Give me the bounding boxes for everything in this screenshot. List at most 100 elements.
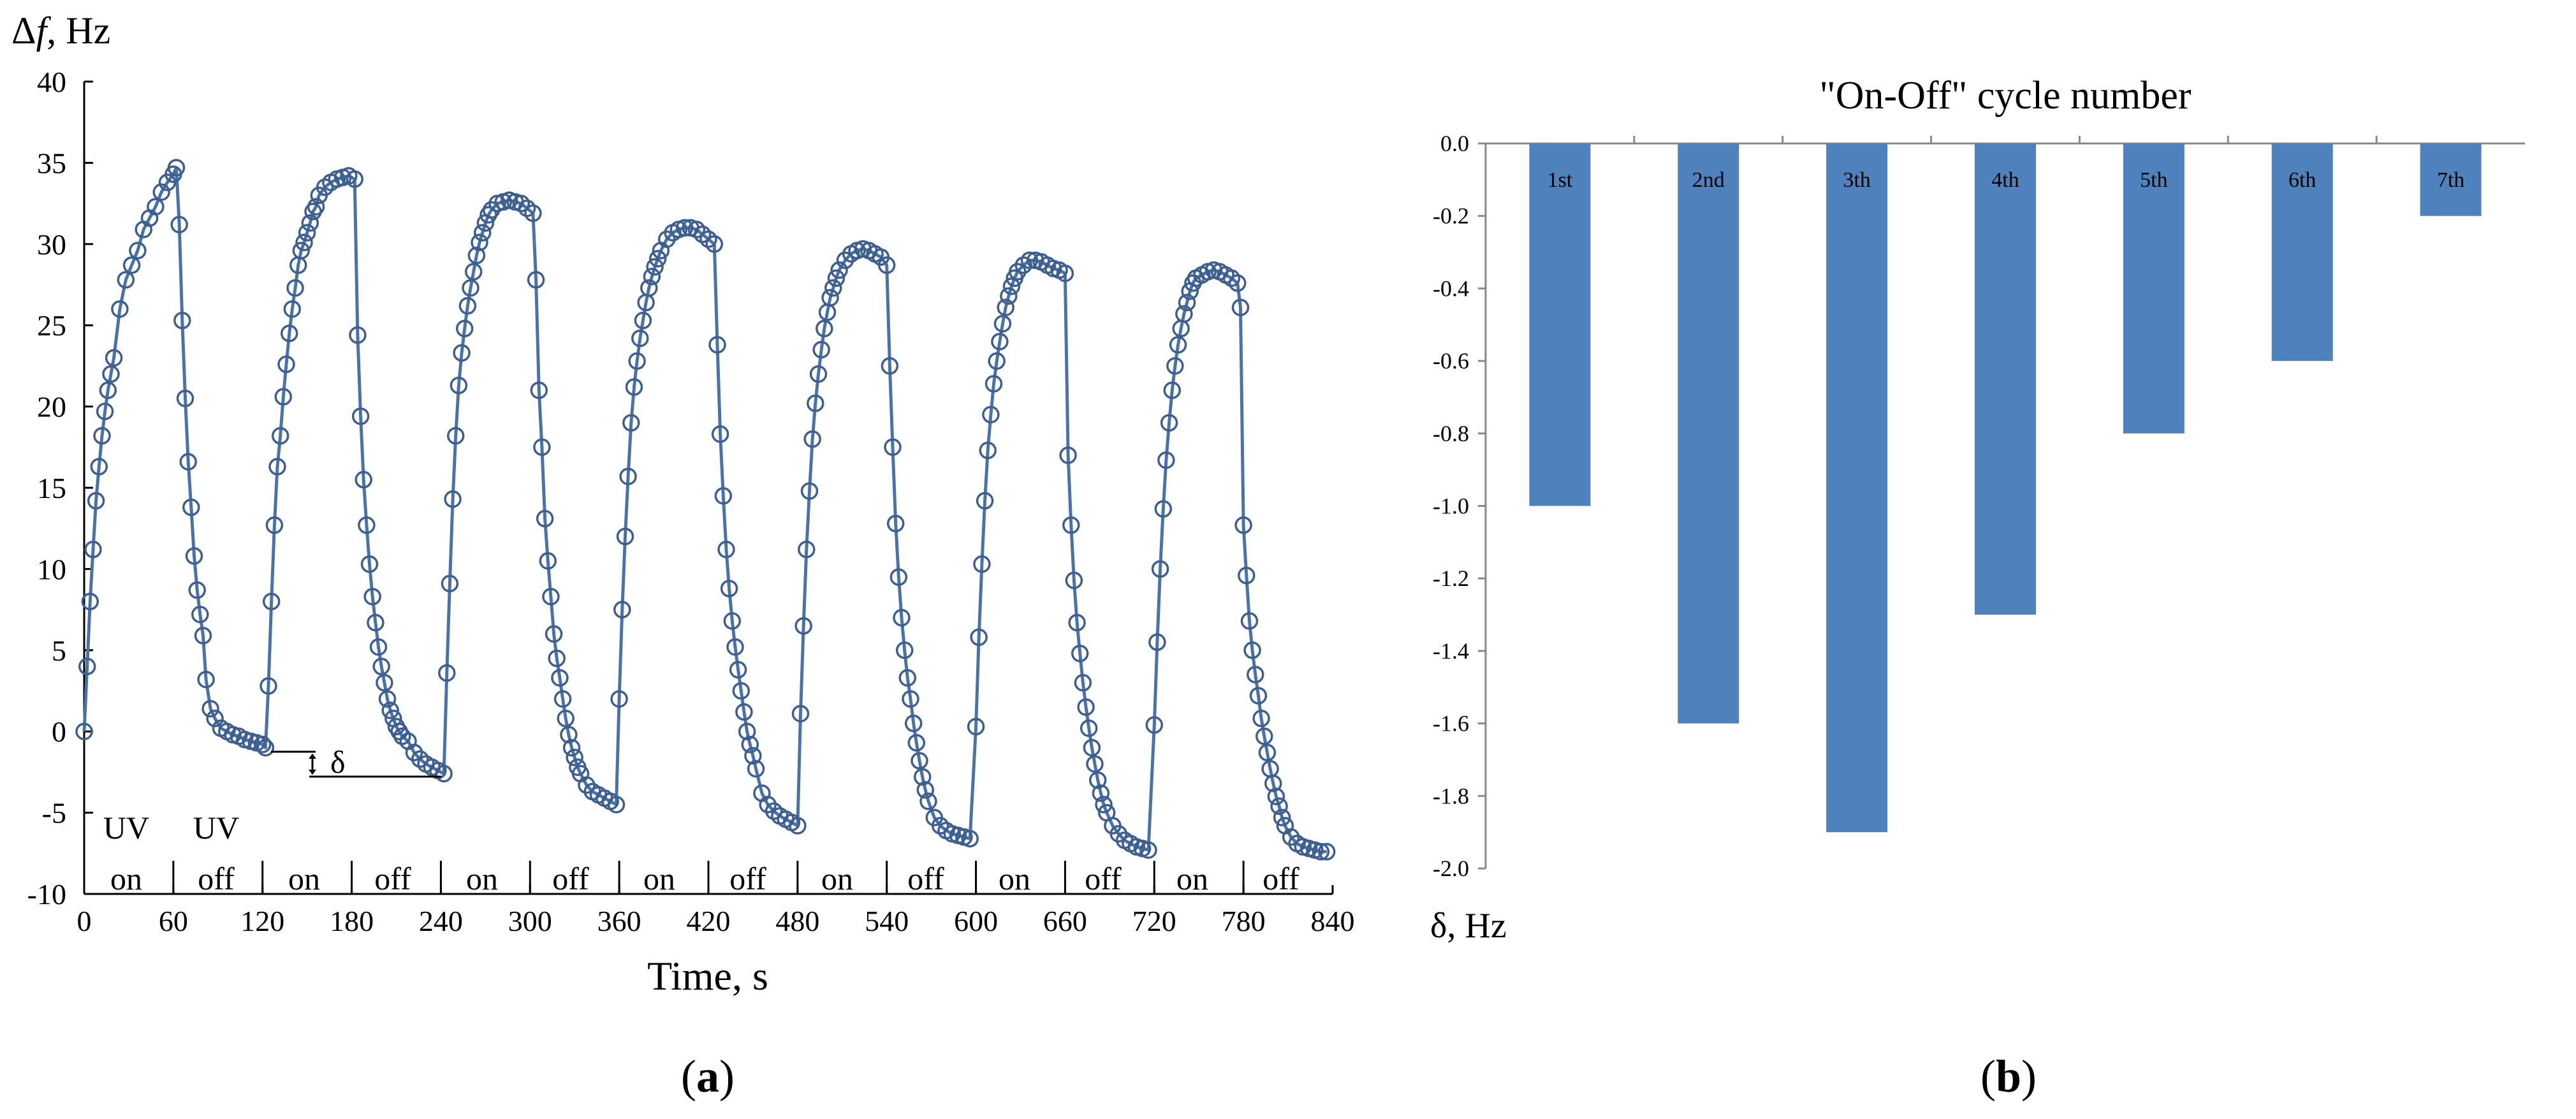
data-point	[1079, 719, 1098, 737]
state-label: off	[907, 861, 944, 896]
data-point	[518, 199, 536, 217]
data-point	[675, 219, 694, 237]
data-point	[301, 214, 319, 232]
data-point	[286, 279, 304, 297]
data-point	[812, 340, 830, 359]
data-point	[1238, 566, 1255, 585]
y-tick-label: -1.0	[1433, 494, 1469, 519]
data-point	[1077, 698, 1095, 716]
y-tick-label: -1.6	[1433, 711, 1469, 736]
data-point	[1068, 613, 1086, 632]
data-point	[1059, 446, 1077, 464]
x-tick-label: 300	[508, 905, 552, 937]
data-point	[1169, 336, 1187, 354]
x-tick-label: 120	[240, 905, 284, 937]
y-tick-label: -2.0	[1433, 856, 1469, 881]
data-point	[628, 352, 646, 370]
data-point	[1166, 357, 1184, 375]
panel-a-letter: (a)	[681, 1051, 735, 1102]
data-point	[729, 661, 747, 679]
panel-b-bar-chart: "On-Off" cycle number 0.0 -0.2 -0.4 -0.6 -0.…	[1430, 74, 2525, 1102]
data-point	[919, 793, 937, 810]
data-point	[913, 768, 932, 786]
data-point	[714, 486, 733, 505]
x-tick-label: 600	[954, 905, 998, 937]
data-point	[979, 441, 997, 460]
data-point	[1074, 674, 1092, 692]
data-point	[1178, 293, 1196, 312]
data-point	[634, 311, 652, 330]
data-point	[693, 225, 712, 244]
data-point	[152, 183, 170, 201]
panel-a-uv-dividers	[172, 861, 1245, 894]
y-tick-label: 5	[52, 634, 66, 667]
data-point	[800, 482, 819, 500]
data-point	[90, 458, 108, 476]
panel-b-y-axis-label: δ, Hz	[1430, 906, 1507, 946]
data-point	[530, 381, 548, 399]
data-point	[84, 541, 102, 559]
data-point	[1086, 755, 1104, 773]
data-point	[991, 332, 1009, 351]
data-point	[916, 781, 935, 799]
panel-a-x-axis-label: Time, s	[647, 953, 768, 998]
data-point	[260, 677, 277, 695]
y-tick-label: 35	[37, 147, 66, 179]
data-point	[889, 568, 908, 586]
panel-a-x-ticks: 0 60 120 180 240 300 360 420 480 540 600 660 720 780 8…	[77, 885, 1355, 937]
data-point	[1231, 298, 1250, 316]
data-point	[1145, 716, 1164, 734]
y-unit: , Hz	[47, 10, 110, 52]
data-point	[444, 490, 462, 508]
y-tick-label: 0	[52, 715, 66, 748]
data-point	[1252, 710, 1270, 728]
y-tick-label: -0.4	[1433, 275, 1469, 301]
y-tick-label: -1.8	[1433, 783, 1469, 808]
data-point	[117, 271, 135, 289]
data-point	[1175, 305, 1193, 323]
data-point	[75, 722, 93, 740]
data-point	[355, 471, 372, 489]
data-point	[450, 376, 468, 395]
data-point	[96, 402, 114, 420]
data-point	[179, 453, 197, 471]
data-point	[548, 649, 566, 668]
data-point	[253, 735, 272, 754]
data-point	[1312, 843, 1330, 861]
data-point	[111, 300, 129, 318]
panel-b-y-ticks: 0.0 -0.2 -0.4 -0.6 -0.8 -1.0 -1.2 -1.4 -1.6 -1.8 -…	[1433, 131, 1486, 881]
data-point	[185, 547, 203, 565]
data-point	[613, 601, 631, 618]
y-tick-label: 0.0	[1440, 131, 1469, 156]
data-point	[1247, 666, 1264, 684]
data-point	[182, 498, 200, 516]
category-label: 3th	[1843, 168, 1870, 192]
data-point	[274, 388, 293, 406]
data-point	[877, 256, 896, 274]
data-point	[87, 492, 105, 510]
data-point	[129, 242, 147, 260]
data-point	[798, 541, 816, 559]
data-point	[536, 509, 554, 528]
delta-symbol: Δ	[11, 10, 36, 52]
data-point	[809, 365, 828, 383]
uv-label-2: UV	[193, 810, 239, 845]
x-tick-label: 420	[687, 905, 731, 937]
data-point	[542, 587, 560, 606]
x-tick-label: 660	[1043, 905, 1087, 937]
data-point	[902, 690, 919, 708]
data-point	[1264, 774, 1282, 793]
data-point	[1270, 797, 1288, 815]
data-point	[904, 714, 923, 733]
y-tick-label: -1.2	[1433, 566, 1469, 591]
data-point	[201, 699, 219, 718]
data-point	[789, 817, 807, 835]
state-label: on	[1176, 861, 1208, 896]
data-point	[206, 710, 224, 728]
data-point	[732, 682, 750, 700]
data-point	[467, 246, 486, 265]
data-point	[1222, 269, 1241, 288]
data-point	[970, 628, 988, 647]
data-point	[1020, 251, 1039, 270]
